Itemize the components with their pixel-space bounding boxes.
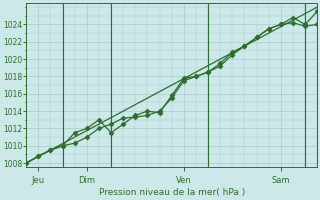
X-axis label: Pression niveau de la mer( hPa ): Pression niveau de la mer( hPa ) [99,188,245,197]
